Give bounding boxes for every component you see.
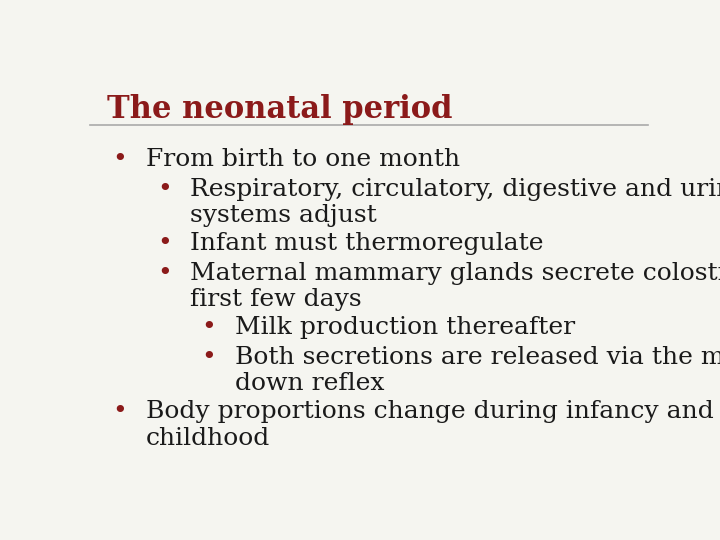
Text: •: • [112,400,127,423]
Text: Body proportions change during infancy and
childhood: Body proportions change during infancy a… [145,400,714,449]
Text: •: • [202,316,216,339]
Text: •: • [112,148,127,171]
Text: Milk production thereafter: Milk production thereafter [235,316,575,339]
Text: Both secretions are released via the milk let-
down reflex: Both secretions are released via the mil… [235,346,720,395]
Text: The neonatal period: The neonatal period [107,94,452,125]
Text: •: • [157,232,171,255]
Text: Maternal mammary glands secrete colostrum
first few days: Maternal mammary glands secrete colostru… [190,262,720,312]
Text: From birth to one month: From birth to one month [145,148,460,171]
Text: •: • [202,346,216,369]
Text: Infant must thermoregulate: Infant must thermoregulate [190,232,544,255]
Text: •: • [157,262,171,285]
Text: Respiratory, circulatory, digestive and urinary
systems adjust: Respiratory, circulatory, digestive and … [190,178,720,227]
Text: •: • [157,178,171,201]
